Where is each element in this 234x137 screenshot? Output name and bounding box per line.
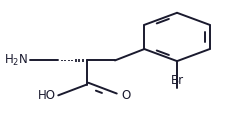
Text: HO: HO <box>38 89 56 102</box>
Text: H$_2$N: H$_2$N <box>4 53 28 68</box>
Text: O: O <box>121 89 131 102</box>
Text: Br: Br <box>171 74 184 87</box>
